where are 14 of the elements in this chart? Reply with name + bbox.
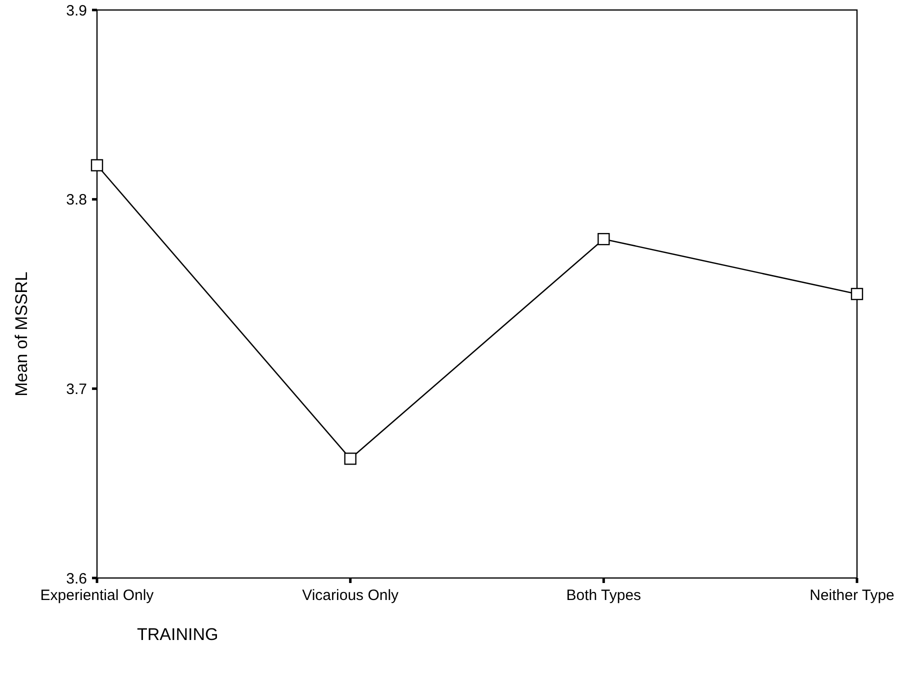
point bbox=[850, 288, 864, 300]
y-axis-title: Mean of MSSRL bbox=[12, 272, 31, 396]
y-tick-label: 3.8 bbox=[66, 192, 87, 209]
x-tick-label: Experiential Only bbox=[40, 587, 154, 604]
y-tick-label: 3.6 bbox=[66, 570, 87, 588]
x-axis-title: TRAINING bbox=[137, 625, 218, 644]
x-tick-label: Neither Type bbox=[810, 587, 894, 604]
y-tick-label: 3.7 bbox=[66, 380, 87, 398]
point bbox=[90, 159, 104, 172]
y-tick-label: 3.9 bbox=[66, 2, 87, 20]
x-tick-label: Vicarious Only bbox=[302, 587, 400, 604]
point bbox=[598, 232, 610, 246]
x-tick-label: Both Types bbox=[566, 587, 642, 604]
point bbox=[344, 452, 356, 465]
